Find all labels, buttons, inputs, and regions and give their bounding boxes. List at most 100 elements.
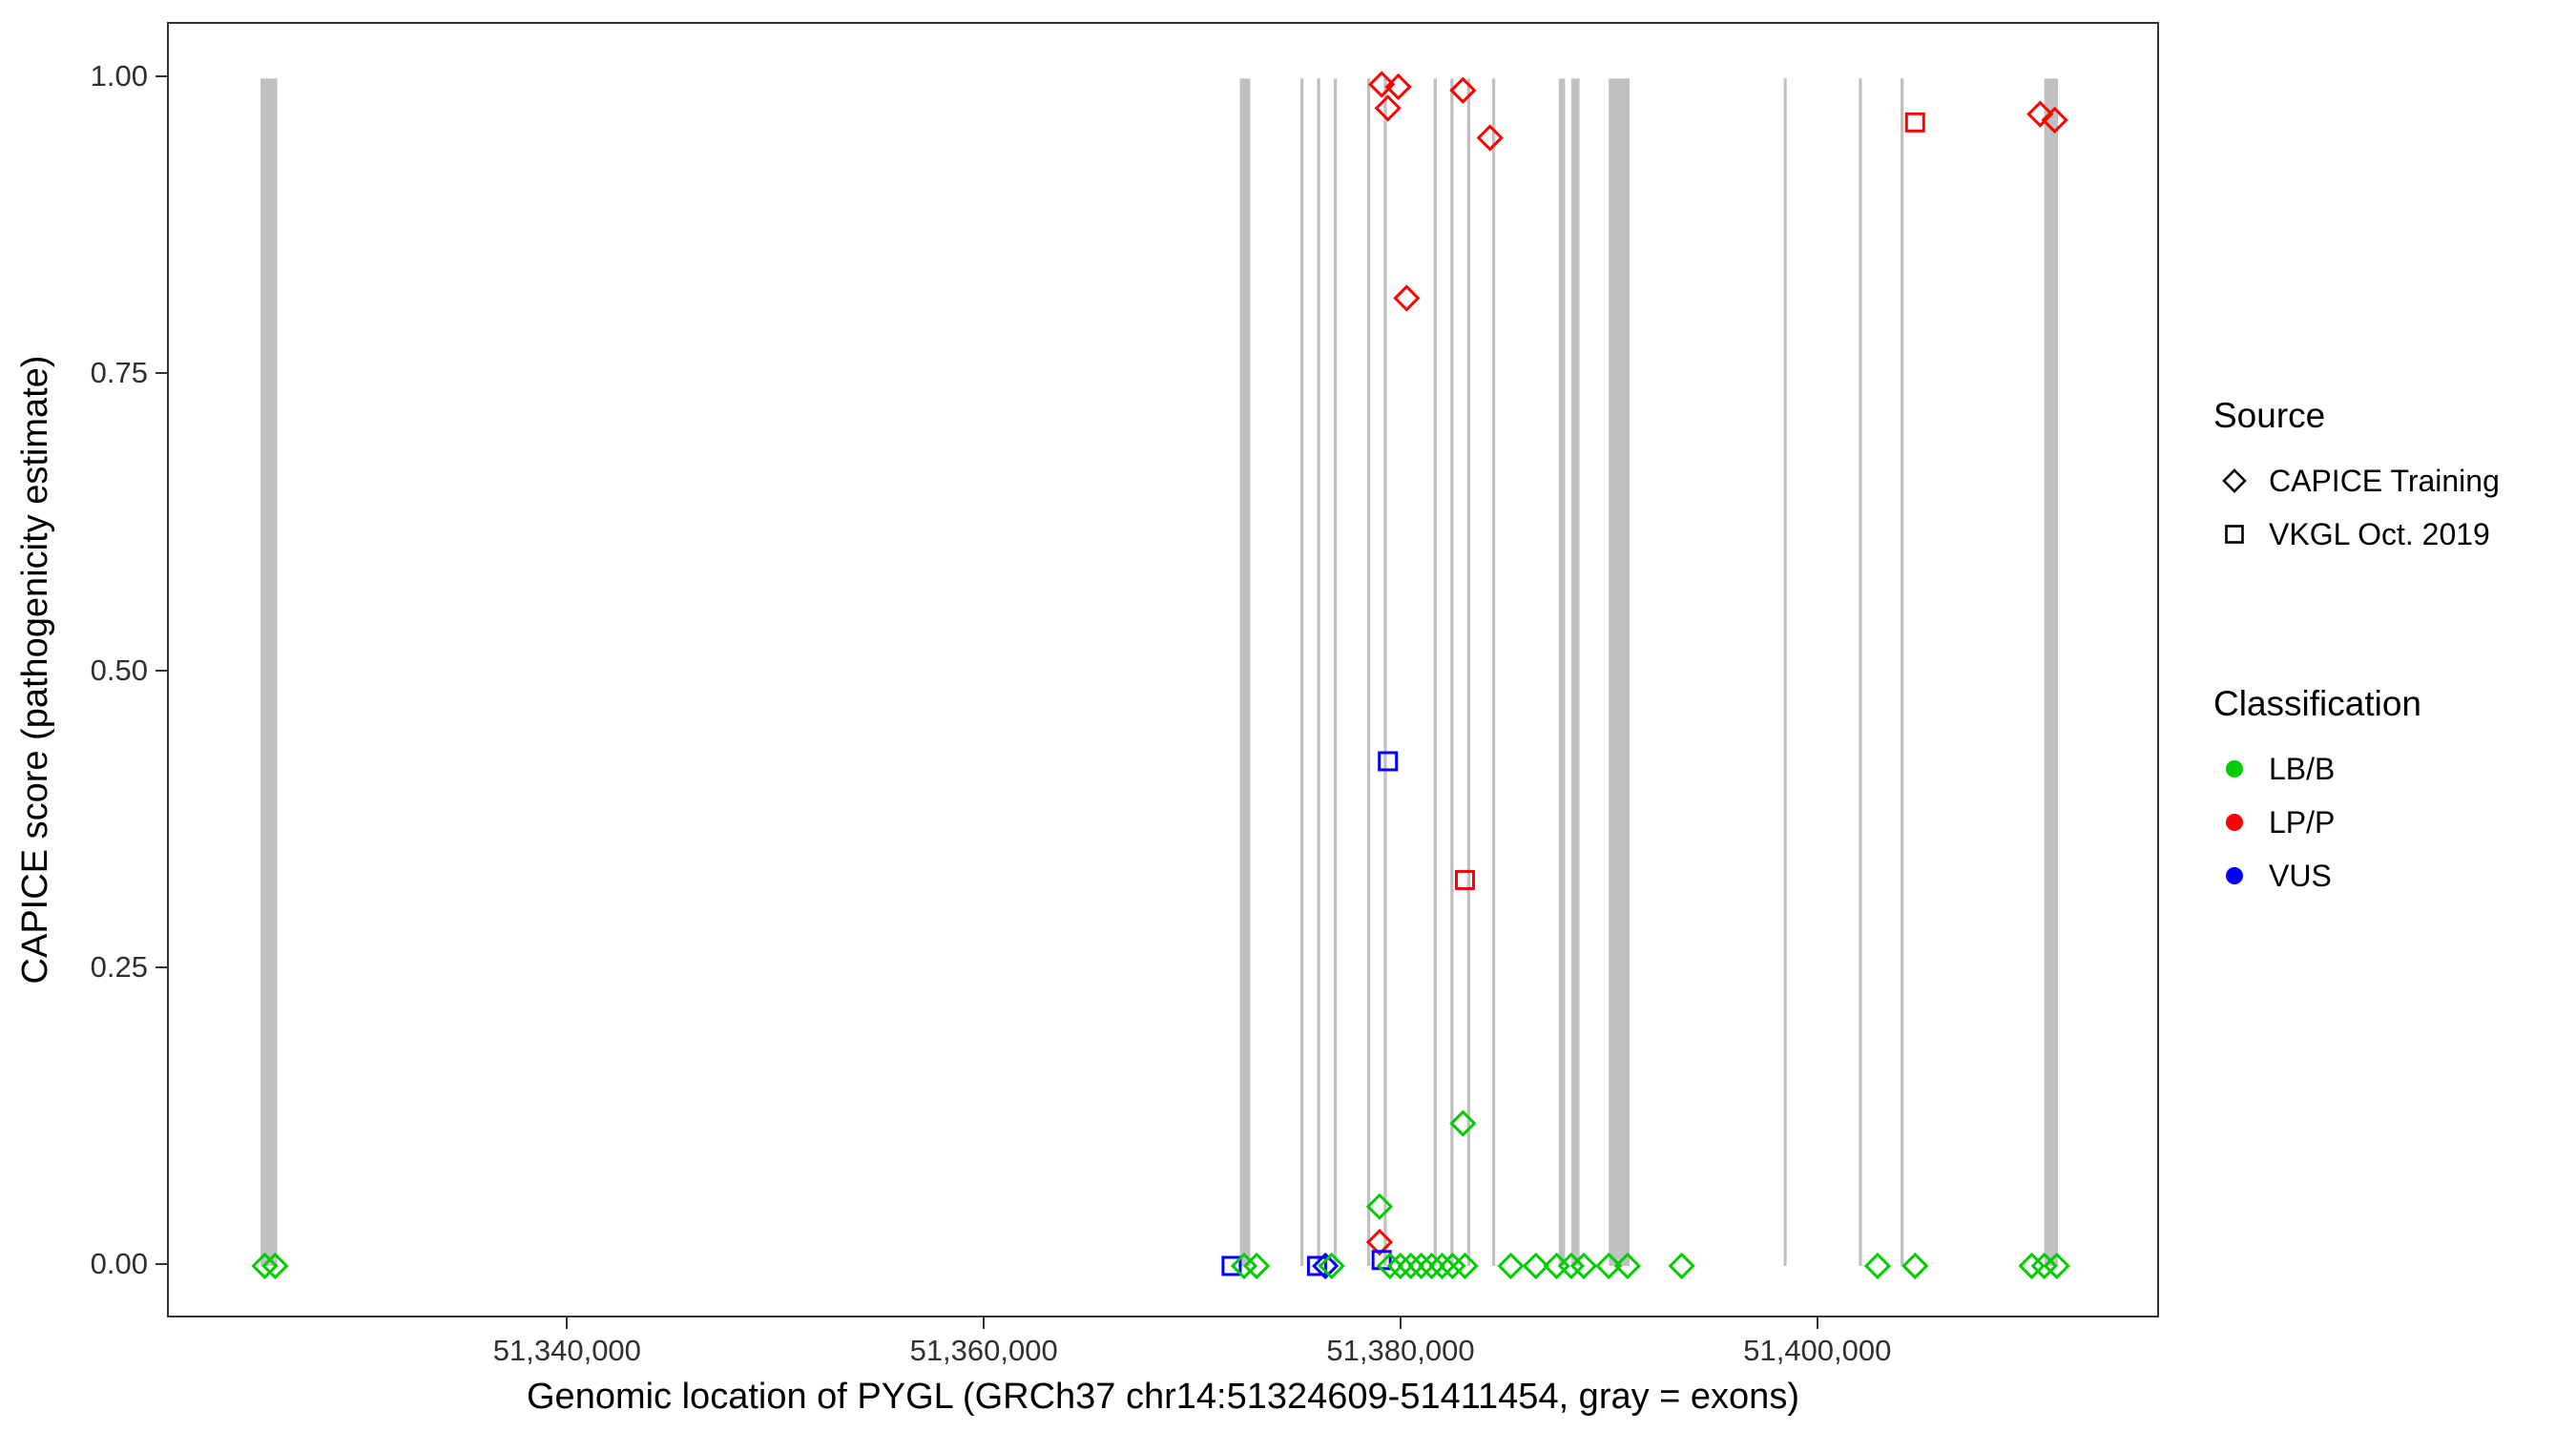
legend-label: CAPICE Training (2269, 463, 2500, 498)
data-point-diamond (1863, 1252, 1892, 1280)
data-point-diamond (1374, 94, 1402, 122)
legend: Source CAPICE Training VKGL Oct. 2019 Cl… (2213, 393, 2566, 1023)
data-point-diamond (1668, 1252, 1695, 1280)
exon-bar (1609, 78, 1630, 1266)
exon-bar (1317, 78, 1320, 1266)
data-point-diamond (1365, 1228, 1394, 1256)
y-tick-label: 1.00 (90, 59, 148, 93)
x-tick-label: 51,340,000 (492, 1334, 641, 1367)
legend-label: LP/P (2269, 804, 2336, 840)
y-tick-mark (156, 965, 167, 968)
data-point-diamond (1557, 1252, 1586, 1280)
data-point-square (1306, 1255, 1327, 1276)
data-point-diamond (1613, 1252, 1641, 1280)
exon-bar (1450, 78, 1454, 1266)
data-point-diamond (1569, 1252, 1598, 1280)
data-point-diamond (1393, 284, 1421, 312)
y-tick-label: 0.75 (90, 356, 148, 390)
y-tick-label: 0.50 (90, 653, 148, 687)
data-point-diamond (1901, 1252, 1929, 1280)
legend-item-capice-training: CAPICE Training (2213, 454, 2566, 508)
data-point-diamond (1318, 1252, 1345, 1280)
exon-bar (1366, 78, 1371, 1266)
x-tick-label: 51,380,000 (1326, 1334, 1475, 1367)
y-tick-label: 0.00 (90, 1246, 148, 1280)
data-point-diamond (1384, 73, 1412, 101)
exon-bar (1466, 78, 1470, 1266)
x-tick-mark (1399, 1317, 1402, 1329)
legend-label: VKGL Oct. 2019 (2269, 516, 2490, 551)
legend-source-title: Source (2213, 396, 2326, 435)
exon-bar (1433, 78, 1437, 1266)
data-point-diamond (1418, 1252, 1445, 1280)
data-point-square (1455, 869, 1476, 890)
data-point-diamond (1595, 1252, 1623, 1280)
exon-bar (2044, 78, 2058, 1266)
data-point-diamond (1242, 1252, 1271, 1280)
exon-bar (1859, 78, 1862, 1266)
exon-bar (1333, 78, 1338, 1266)
data-point-diamond (1407, 1252, 1435, 1280)
y-tick-mark (156, 669, 167, 672)
y-tick-mark (156, 1262, 167, 1265)
legend-item-lbb: LB/B (2213, 742, 2566, 796)
exon-bar (1570, 78, 1580, 1266)
data-point-diamond (1522, 1252, 1549, 1280)
x-tick-label: 51,360,000 (909, 1334, 1058, 1367)
data-point-diamond (1497, 1252, 1525, 1280)
data-point-diamond (1451, 1252, 1479, 1280)
x-tick-mark (983, 1317, 986, 1329)
y-tick-mark (156, 372, 167, 375)
exon-bar (1383, 78, 1387, 1266)
data-point-diamond (251, 1252, 279, 1280)
legend-group-classification: Classification LB/B LP/P VUS (2213, 681, 2566, 902)
blue-dot-icon (2226, 867, 2243, 884)
data-point-diamond (2043, 1252, 2070, 1280)
legend-classification-title: Classification (2213, 684, 2421, 723)
data-point-diamond (1368, 71, 1396, 98)
data-point-diamond (1428, 1252, 1456, 1280)
exon-bar (1239, 78, 1251, 1266)
data-point-diamond (1312, 1252, 1340, 1280)
y-tick-label: 0.25 (90, 949, 148, 984)
diamond-marker-icon (2222, 468, 2247, 493)
exon-bar (1491, 78, 1496, 1266)
data-point-square (1221, 1255, 1242, 1276)
exon-bar (260, 78, 278, 1266)
square-marker-icon (2225, 525, 2244, 544)
exon-bar (1558, 78, 1566, 1266)
x-tick-mark (1816, 1317, 1818, 1329)
legend-item-lpp: LP/P (2213, 796, 2566, 849)
legend-group-source: Source CAPICE Training VKGL Oct. 2019 (2213, 393, 2566, 561)
exon-bar (1300, 78, 1304, 1266)
legend-item-vkgl: VKGL Oct. 2019 (2213, 508, 2566, 561)
data-point-diamond (1449, 1110, 1477, 1137)
data-point-diamond (1397, 1252, 1424, 1280)
data-point-diamond (1449, 76, 1477, 104)
red-dot-icon (2226, 814, 2243, 831)
data-point-diamond (2026, 100, 2054, 128)
data-point-diamond (1439, 1252, 1466, 1280)
legend-label: LB/B (2269, 751, 2336, 786)
legend-item-vus: VUS (2213, 849, 2566, 902)
data-point-diamond (1376, 1252, 1404, 1280)
data-point-diamond (2030, 1252, 2058, 1280)
data-point-diamond (2018, 1252, 2046, 1280)
y-tick-mark (156, 75, 167, 78)
green-dot-icon (2226, 760, 2243, 778)
data-point-diamond (261, 1252, 289, 1280)
data-point-square (1378, 751, 1399, 772)
legend-label: VUS (2269, 858, 2332, 893)
plot-panel (167, 22, 2159, 1317)
data-point-diamond (2041, 106, 2068, 134)
data-point-diamond (1230, 1252, 1258, 1280)
x-axis-title: Genomic location of PYGL (GRCh37 chr14:5… (527, 1377, 1799, 1417)
data-point-diamond (1365, 1192, 1394, 1220)
exon-bar (1783, 78, 1787, 1266)
plot-canvas (251, 71, 2070, 1280)
x-tick-label: 51,400,000 (1743, 1334, 1892, 1367)
data-point-diamond (1386, 1252, 1414, 1280)
data-point-diamond (1476, 124, 1504, 152)
x-tick-mark (566, 1317, 569, 1329)
